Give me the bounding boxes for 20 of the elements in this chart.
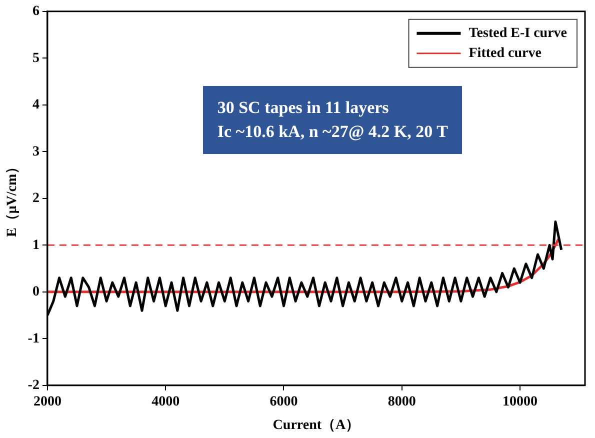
y-tick-label: 2 [32,191,40,206]
y-tick-label: 6 [32,4,40,20]
legend-label: Fitted curve [468,46,542,62]
annotation: 30 SC tapes in 11 layers [217,98,389,118]
x-axis-title: Current（A） [272,418,360,434]
y-axis-title: E（μV/cm） [5,160,20,237]
x-tick-label: 6000 [270,394,298,410]
x-tick-label: 8000 [388,394,416,410]
x-tick-label: 10000 [502,394,538,410]
y-tick-label: -1 [28,331,40,346]
y-tick-label: 3 [32,144,40,160]
annotation: Ic ~10.6 kA, n ~27@ 4.2 K, 20 T [217,122,448,141]
y-tick-label: -2 [28,378,40,394]
y-tick-label: 0 [32,284,40,300]
x-tick-label: 2000 [33,394,62,410]
y-tick-label: 5 [32,50,40,66]
y-tick-label: 4 [32,98,40,113]
legend-label: Tested E-I curve [468,26,568,42]
x-tick-label: 4000 [152,394,180,410]
y-tick-label: 1 [32,238,40,253]
